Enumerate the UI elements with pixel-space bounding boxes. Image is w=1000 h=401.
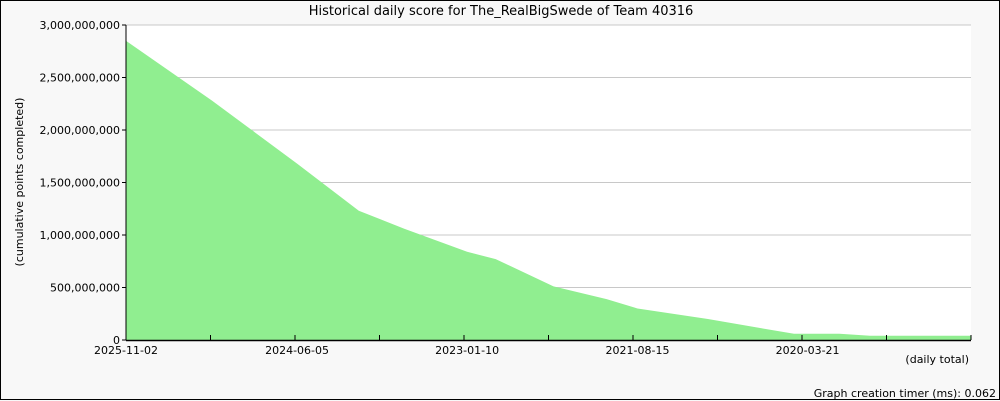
x-tick-label: 2025-11-02 xyxy=(94,344,158,357)
y-tick-label: 2,000,000,000 xyxy=(40,124,120,137)
x-tick-label: 2020-03-21 xyxy=(776,344,840,357)
x-tick-label: 2021-08-15 xyxy=(606,344,670,357)
x-tick-label: 2024-06-05 xyxy=(265,344,329,357)
x-tick-label: 2023-01-10 xyxy=(435,344,499,357)
y-tick-label: 3,000,000,000 xyxy=(40,19,120,32)
y-tick-label: 1,500,000,000 xyxy=(40,177,120,190)
x-axis-label: (daily total) xyxy=(905,353,969,366)
score-area xyxy=(126,40,971,341)
y-axis-label: (cumulative points completed) xyxy=(13,98,26,267)
y-tick-label: 2,500,000,000 xyxy=(40,72,120,85)
y-tick-label: 1,000,000,000 xyxy=(40,229,120,242)
y-tick-label: 500,000,000 xyxy=(50,282,120,295)
chart-title: Historical daily score for The_RealBigSw… xyxy=(309,4,694,19)
graph-timer: Graph creation timer (ms): 0.062 xyxy=(814,387,996,400)
y-tick-label: 0 xyxy=(113,334,120,347)
